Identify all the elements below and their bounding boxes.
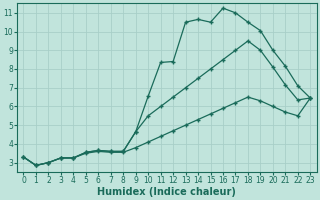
X-axis label: Humidex (Indice chaleur): Humidex (Indice chaleur) bbox=[98, 187, 236, 197]
